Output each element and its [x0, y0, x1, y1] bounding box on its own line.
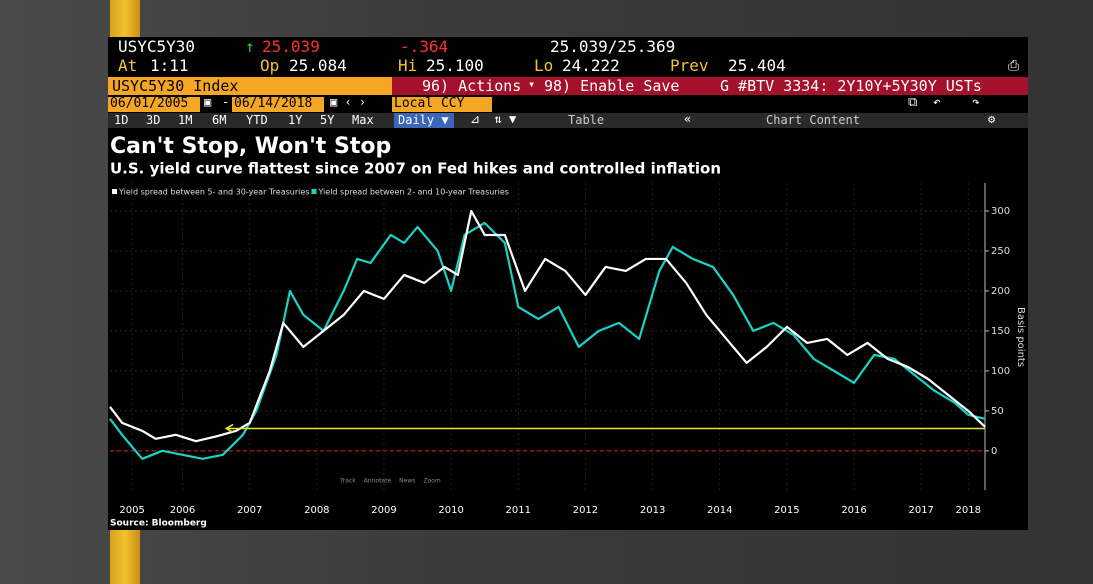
- prev-value: 25.404: [728, 56, 786, 75]
- actions-button[interactable]: 96) Actions: [422, 77, 522, 95]
- period-box[interactable]: [394, 113, 454, 128]
- x-tick-label: 2013: [640, 505, 665, 516]
- currency: Local CCY: [394, 96, 465, 111]
- action-bar: [392, 77, 1028, 95]
- x-tick-label: 2006: [170, 505, 195, 516]
- y-tick-label: 0: [991, 446, 997, 457]
- x-tick-label: 2018: [955, 505, 980, 516]
- range-tab[interactable]: 1D: [114, 113, 129, 127]
- x-tick-label: 2017: [908, 505, 933, 516]
- y-tick-label: 150: [991, 326, 1010, 337]
- end-date-box[interactable]: [232, 97, 324, 112]
- bid-ask: 25.039/25.369: [550, 37, 676, 56]
- start-date: 06/01/2005: [110, 96, 189, 111]
- range-tab[interactable]: 1Y: [288, 113, 303, 127]
- x-tick-label: 2009: [371, 505, 396, 516]
- low-value: 24.222: [562, 56, 620, 75]
- x-tick-label: 2014: [707, 505, 732, 516]
- x-tick-label: 2008: [304, 505, 329, 516]
- open-value: 25.084: [289, 56, 347, 75]
- export-icon[interactable]: ⎙: [1008, 58, 1020, 74]
- chart-subtitle: U.S. yield curve flattest since 2007 on …: [110, 160, 721, 178]
- ticker: USYC5Y30: [118, 37, 196, 56]
- legend-swatch: [311, 189, 317, 194]
- y-tick-label: 100: [991, 366, 1010, 377]
- x-tick-label: 2011: [506, 505, 531, 516]
- range-tab[interactable]: 1M: [178, 113, 193, 127]
- chart-tool[interactable]: Annotate: [364, 478, 392, 485]
- last-price: 25.039: [262, 37, 320, 56]
- time-label: At: [118, 56, 138, 75]
- chart-type-icons[interactable]: ⊿ ⇅ ▼: [470, 112, 517, 126]
- dropdown-arrow: ▾: [528, 77, 536, 91]
- dash: -: [222, 95, 230, 109]
- x-tick-label: 2015: [774, 505, 799, 516]
- enable-save-button[interactable]: 98) Enable Save: [544, 77, 680, 95]
- time-value: 1:11: [150, 56, 189, 75]
- legend-swatch: [112, 189, 117, 194]
- currency-box[interactable]: [392, 97, 492, 112]
- collapse[interactable]: «: [684, 112, 692, 126]
- x-tick-label: 2016: [841, 505, 866, 516]
- y-tick-label: 250: [991, 246, 1010, 257]
- chart-tool[interactable]: Zoom: [423, 478, 440, 485]
- high-label: Hi: [398, 56, 418, 75]
- chart-title: Can't Stop, Won't Stop: [110, 134, 391, 159]
- low-label: Lo: [534, 56, 554, 75]
- x-tick-label: 2005: [119, 505, 144, 516]
- chart-content-button[interactable]: Chart Content: [766, 113, 860, 127]
- series-line: [109, 209, 986, 443]
- chart-tool[interactable]: Track: [339, 478, 356, 485]
- range-tab[interactable]: 5Y: [320, 113, 335, 127]
- end-date: 06/14/2018: [234, 96, 313, 111]
- calendar-icon[interactable]: ▣ ‹ ›: [330, 95, 367, 109]
- high-value: 25.100: [426, 56, 484, 75]
- source: Source: Bloomberg: [110, 519, 207, 529]
- y-tick-label: 300: [991, 206, 1010, 217]
- series-line: [109, 221, 986, 460]
- range-tab[interactable]: 3D: [146, 113, 161, 127]
- table-button[interactable]: Table: [568, 113, 605, 127]
- legend-label: Yield spread between 2- and 10-year Trea…: [317, 188, 508, 197]
- period[interactable]: Daily ▼: [398, 113, 449, 127]
- range-tab[interactable]: Max: [352, 113, 374, 127]
- x-tick-label: 2007: [237, 505, 262, 516]
- y-axis-label: Basis points: [1015, 307, 1026, 367]
- up-arrow: ↑: [245, 37, 255, 56]
- prev-label: Prev: [670, 56, 709, 75]
- legend-label: Yield spread between 5- and 30-year Trea…: [118, 188, 309, 197]
- plot-area: [110, 183, 985, 490]
- x-tick-label: 2010: [438, 505, 463, 516]
- y-tick-label: 200: [991, 286, 1010, 297]
- tab-bar: [108, 113, 1028, 128]
- start-date-box[interactable]: [108, 97, 200, 112]
- calendar-icon[interactable]: ▣: [204, 95, 212, 109]
- range-tab[interactable]: YTD: [246, 113, 268, 127]
- chart-tool[interactable]: News: [399, 478, 415, 485]
- annotation-arrowhead: [224, 423, 234, 434]
- range-tab[interactable]: 6M: [212, 113, 227, 127]
- y-tick-label: 50: [991, 406, 1004, 417]
- open-label: Op: [260, 56, 280, 75]
- settings-icon[interactable]: ⚙: [988, 112, 996, 126]
- security: USYC5Y30 Index: [112, 77, 239, 95]
- net-change: -.364: [400, 37, 449, 56]
- toolbar-icons[interactable]: ⧉ ↶ ↷: [908, 95, 980, 110]
- x-tick-label: 2012: [573, 505, 598, 516]
- chart-id: G #BTV 3334: 2Y10Y+5Y30Y USTs: [720, 77, 982, 95]
- security-box: [108, 77, 392, 95]
